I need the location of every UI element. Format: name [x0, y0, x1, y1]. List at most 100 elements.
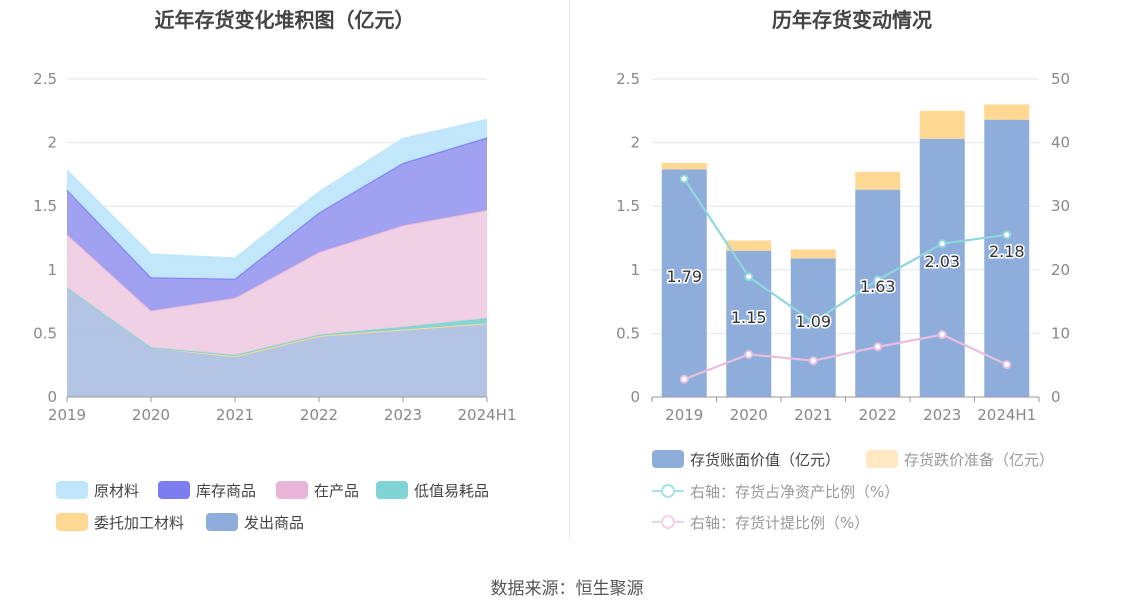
legend-label: 右轴：存货占净资产比例（%）: [690, 482, 900, 501]
x-tick-label: 2024H1: [458, 406, 517, 424]
data-source: 数据来源：恒生聚源: [490, 579, 644, 599]
bar-impairment: [661, 162, 707, 170]
bar-data-label: 1.63: [860, 277, 896, 296]
net-asset-ratio-point: [744, 272, 754, 282]
y-tick-label: 1: [47, 261, 57, 279]
legend-label: 在产品: [314, 481, 360, 500]
x-tick-label: 2019: [48, 406, 86, 424]
y-tick-label: 1: [630, 261, 640, 279]
bar-data-label: 1.09: [795, 312, 831, 331]
provision-ratio-point: [808, 356, 818, 366]
legend-label: 右轴：存货计提比例（%）: [690, 513, 870, 532]
x-tick-label: 2022: [300, 406, 338, 424]
x-tick-label: 2024H1: [977, 406, 1036, 424]
legend-swatch: [866, 450, 898, 468]
legend-label: 库存商品: [196, 481, 257, 500]
bar-data-label: 2.03: [924, 252, 960, 271]
bar-book-value: [790, 258, 836, 397]
x-tick-label: 2021: [794, 406, 832, 424]
y-tick-label: 2.5: [33, 70, 57, 88]
legend-swatch: [158, 481, 190, 499]
area-库存商品: [67, 137, 487, 311]
y2-tick-label: 40: [1051, 134, 1070, 152]
y2-tick-label: 0: [1051, 388, 1061, 406]
y-tick-label: 2.5: [616, 70, 640, 88]
x-tick-label: 2022: [859, 406, 897, 424]
bar-impairment: [790, 249, 836, 259]
y2-tick-label: 20: [1051, 261, 1070, 279]
legend-label: 原材料: [94, 481, 140, 500]
provision-ratio-point: [679, 374, 689, 384]
net-asset-ratio-point: [679, 174, 689, 184]
y-tick-label: 0: [630, 388, 640, 406]
legend-swatch: [56, 513, 88, 531]
y2-tick-label: 10: [1051, 324, 1070, 342]
y-tick-label: 2: [47, 134, 57, 152]
legend-item-outsourced-materials[interactable]: 委托加工材料: [56, 512, 184, 532]
legend-label: 存货跌价准备（亿元）: [904, 450, 1055, 469]
net-asset-ratio-line: [683, 178, 1007, 324]
bar-impairment: [984, 104, 1030, 120]
area-在产品: [67, 210, 487, 355]
bar-book-value: [984, 119, 1030, 397]
area-line-原材料: [66, 118, 488, 260]
x-tick-label: 2021: [216, 406, 254, 424]
panel-divider: [569, 0, 570, 540]
net-asset-ratio-point: [873, 275, 883, 285]
provision-ratio-line: [683, 333, 1008, 381]
bar-impairment: [855, 171, 901, 190]
inventory-bar-line-chart: 0 0.5 1 1.5 2 2.5 0 10 20 30 40 50 2019 2020 2021 2022 2…: [616, 70, 1070, 424]
y-tick-label: 1.5: [33, 197, 57, 215]
line-legend-icon: [652, 513, 684, 531]
y-tick-label: 0.5: [33, 324, 57, 342]
provision-ratio-point: [873, 342, 883, 352]
legend-swatch: [206, 513, 238, 531]
bar-book-value: [855, 189, 901, 397]
left-chart-title: 近年存货变化堆积图（亿元）: [154, 8, 415, 32]
net-asset-ratio-point: [1002, 230, 1012, 240]
bar-impairment: [919, 110, 965, 139]
net-asset-ratio-point: [808, 317, 818, 327]
bar-book-value: [661, 169, 707, 397]
legend-swatch: [276, 481, 308, 499]
y-tick-label: 1.5: [616, 197, 640, 215]
y-tick-label: 0: [47, 388, 57, 406]
x-tick-label: 2020: [730, 406, 768, 424]
bar-book-value: [919, 138, 965, 397]
legend-item-goods-shipped[interactable]: 发出商品: [206, 512, 304, 532]
bar-impairment: [726, 240, 772, 251]
bar-data-label: 1.79: [666, 267, 702, 286]
legend-swatch: [376, 481, 408, 499]
line-legend-icon: [652, 482, 684, 500]
x-tick-label: 2023: [923, 406, 961, 424]
legend-label: 发出商品: [244, 513, 305, 532]
legend-item-net-asset-ratio[interactable]: 右轴：存货占净资产比例（%）: [652, 481, 899, 501]
legend-item-provision-ratio[interactable]: 右轴：存货计提比例（%）: [652, 512, 869, 532]
area-发出商品: [67, 287, 487, 397]
bar-data-label: 2.18: [989, 242, 1025, 261]
x-tick-label: 2020: [132, 406, 170, 424]
legend-label: 存货账面价值（亿元）: [690, 450, 841, 469]
legend-swatch: [652, 450, 684, 468]
x-tick-label: 2019: [665, 406, 703, 424]
bar-data-label: 1.15: [731, 308, 767, 327]
legend-item-impairment[interactable]: 存货跌价准备（亿元）: [866, 449, 1054, 469]
legend-item-book-value[interactable]: 存货账面价值（亿元）: [652, 449, 840, 469]
legend-item-raw-materials[interactable]: 原材料: [56, 480, 139, 500]
area-原材料: [67, 119, 487, 279]
y-tick-label: 0.5: [616, 324, 640, 342]
provision-ratio-point: [937, 330, 947, 340]
y-tick-label: 2: [630, 134, 640, 152]
stacked-area-chart: 0 0.5 1 1.5 2 2.5 2019 2020 2021 2022 2023 2024H1: [33, 70, 517, 424]
legend-item-finished-goods[interactable]: 库存商品: [158, 480, 256, 500]
legend-label: 低值易耗品: [414, 481, 490, 500]
legend-item-wip[interactable]: 在产品: [276, 480, 359, 500]
provision-ratio-point: [744, 349, 754, 359]
x-tick-label: 2023: [384, 406, 422, 424]
provision-ratio-point: [1002, 360, 1012, 370]
legend-swatch: [56, 481, 88, 499]
legend-item-low-value-consumables[interactable]: 低值易耗品: [376, 480, 489, 500]
legend-label: 委托加工材料: [94, 513, 185, 532]
y2-tick-label: 30: [1051, 197, 1070, 215]
